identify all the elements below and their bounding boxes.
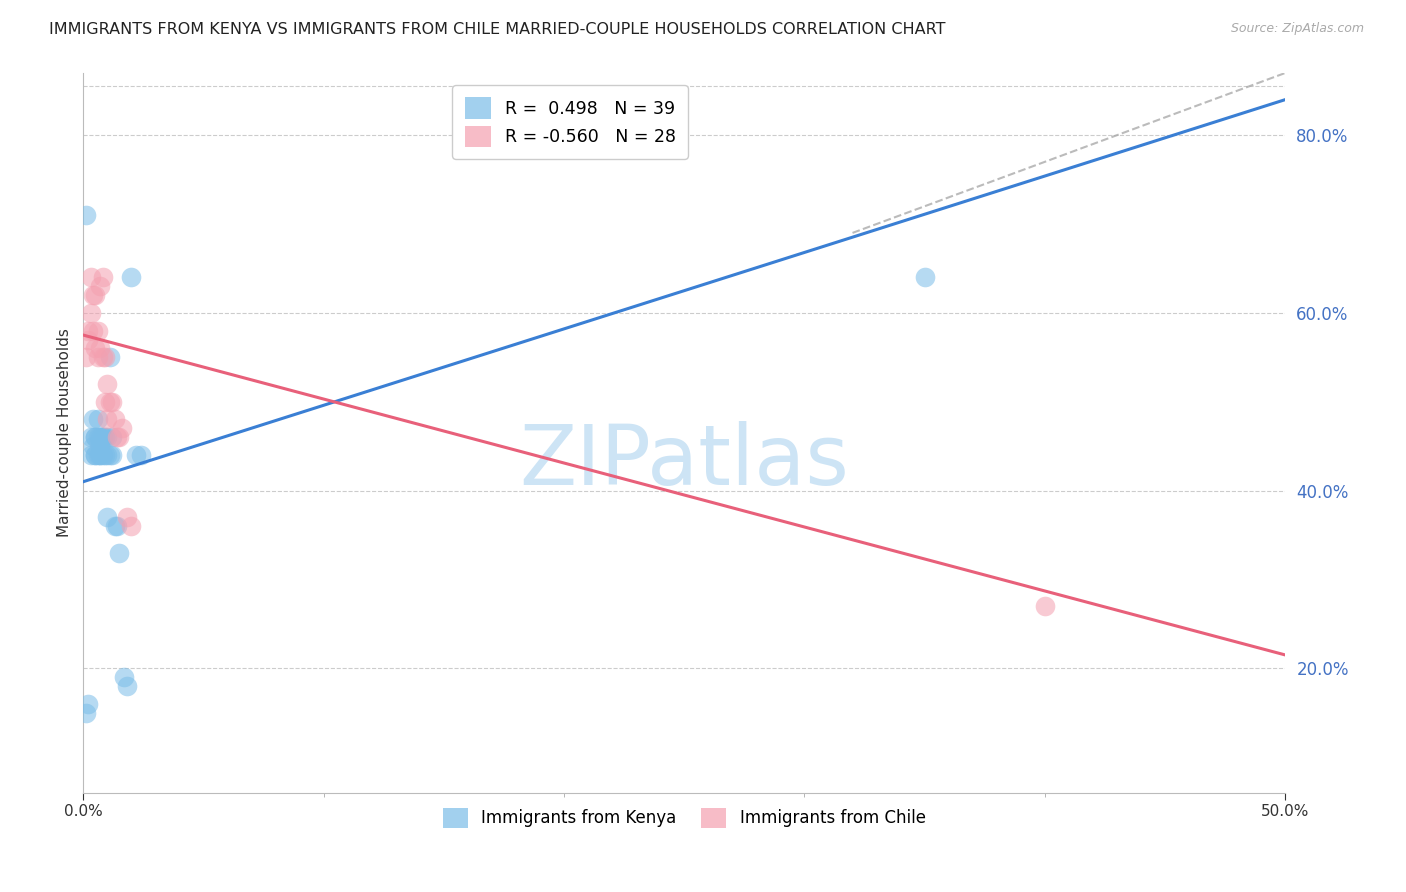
Point [86, 351, 108, 365]
Text: IMMIGRANTS FROM KENYA VS IMMIGRANTS FROM CHILE MARRIED-COUPLE HOUSEHOLDS CORRELA: IMMIGRANTS FROM KENYA VS IMMIGRANTS FROM… [49, 22, 946, 37]
Point [96, 376, 118, 391]
Point [96, 430, 118, 444]
Point [94, 351, 117, 365]
Point [96, 448, 118, 462]
Point [103, 412, 125, 426]
Point [129, 448, 152, 462]
Point [84, 430, 107, 444]
Point [91, 430, 114, 444]
Point [94, 394, 117, 409]
Point [120, 519, 142, 533]
Point [84, 342, 107, 356]
Point [75, 208, 97, 222]
Point [89, 439, 111, 453]
Point [98, 394, 121, 409]
Point [89, 448, 111, 462]
Point [91, 351, 114, 365]
Point [75, 351, 97, 365]
Point [94, 430, 117, 444]
Point [108, 546, 131, 560]
Point [115, 679, 138, 693]
Point [101, 394, 124, 409]
Point [101, 448, 124, 462]
Point [84, 448, 107, 462]
Point [89, 279, 111, 293]
Point [120, 270, 142, 285]
Point [89, 448, 111, 462]
Point [101, 430, 124, 444]
Point [105, 519, 128, 533]
Point [82, 412, 104, 426]
Point [98, 351, 121, 365]
Text: Source: ZipAtlas.com: Source: ZipAtlas.com [1230, 22, 1364, 36]
Point [105, 430, 128, 444]
Point [79, 306, 101, 320]
Text: ZIPatlas: ZIPatlas [519, 421, 849, 502]
Point [86, 412, 108, 426]
Y-axis label: Married-couple Households: Married-couple Households [58, 328, 72, 537]
Point [91, 448, 114, 462]
Point [98, 448, 121, 462]
Point [79, 270, 101, 285]
Point [77, 697, 100, 711]
Point [125, 448, 148, 462]
Point [84, 288, 107, 302]
Point [103, 519, 125, 533]
Point [84, 448, 107, 462]
Point [89, 430, 111, 444]
Point [91, 430, 114, 444]
Point [86, 430, 108, 444]
Point [112, 670, 135, 684]
Point [91, 270, 114, 285]
Point [94, 448, 117, 462]
Point [77, 324, 100, 338]
Point [77, 333, 100, 347]
Point [89, 342, 111, 356]
Point [86, 448, 108, 462]
Point [108, 430, 131, 444]
Point [82, 324, 104, 338]
Legend: Immigrants from Kenya, Immigrants from Chile: Immigrants from Kenya, Immigrants from C… [436, 801, 932, 835]
Point [111, 421, 134, 435]
Point [1033, 599, 1056, 613]
Point [79, 430, 101, 444]
Point [79, 448, 101, 462]
Point [82, 439, 104, 453]
Point [86, 324, 108, 338]
Point [96, 412, 118, 426]
Point [96, 510, 118, 524]
Point [914, 270, 936, 285]
Point [75, 706, 97, 720]
Point [84, 430, 107, 444]
Point [115, 510, 138, 524]
Point [82, 288, 104, 302]
